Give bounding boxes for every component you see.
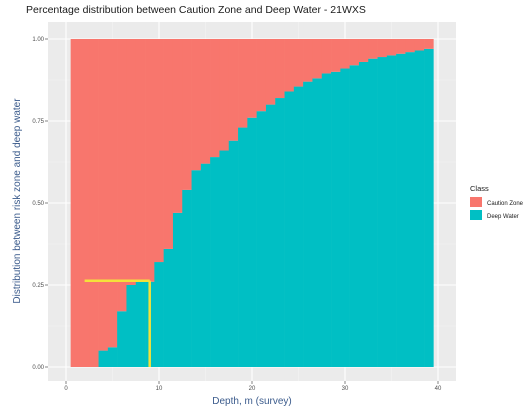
bar-deep-water [126,285,137,367]
bar-caution-zone [210,39,220,158]
bar-deep-water [424,48,434,368]
bar-deep-water [414,50,425,367]
bar-deep-water [405,52,416,368]
bar-caution-zone [265,39,276,105]
bar-deep-water [210,157,220,367]
y-tick-label: 0.25 [32,283,44,289]
bar-deep-water [396,53,406,367]
bar-caution-zone [358,39,369,62]
bar-caution-zone [126,39,137,285]
bar-caution-zone [182,39,192,190]
bar-deep-water [321,73,332,367]
bar-deep-water [312,78,323,368]
bar-deep-water [275,98,285,367]
bar-caution-zone [154,39,164,263]
legend: Class Caution Zone Deep Water [470,184,524,220]
bar-deep-water [265,104,276,367]
legend-title: Class [470,184,489,193]
bar-caution-zone [145,39,155,282]
y-axis-ticks: 0.00 0.25 0.50 0.75 1.00 [32,37,48,371]
bar-caution-zone [386,39,397,56]
bar-caution-zone [107,39,118,348]
x-tick-label: 0 [64,386,68,392]
bar-deep-water [368,58,378,368]
x-tick-label: 20 [249,386,256,392]
bar-deep-water [154,262,164,367]
bar-caution-zone [405,39,416,53]
bar-deep-water [172,212,183,367]
bar-deep-water [349,65,360,368]
bar-deep-water [117,311,127,367]
bar-caution-zone [303,39,313,82]
bar-deep-water [135,281,146,367]
bar-deep-water [228,140,239,367]
bar-caution-zone [238,39,248,128]
bar-caution-zone [135,39,146,282]
bar-caution-zone [284,39,295,92]
bar-deep-water [377,57,388,367]
bar-caution-zone [312,39,323,79]
bar-deep-water [331,71,341,368]
bar-deep-water [358,61,369,368]
bar-caution-zone [70,39,81,367]
bar-deep-water [182,189,192,367]
bar-caution-zone [247,39,257,118]
y-tick-label: 0.00 [32,365,44,371]
bar-deep-water [303,81,313,367]
bar-caution-zone [349,39,360,66]
x-tick-label: 30 [342,386,349,392]
bar-caution-zone [172,39,183,213]
bar-deep-water [256,111,267,367]
x-tick-label: 10 [156,386,163,392]
bar-deep-water [293,86,304,367]
bar-deep-water [284,91,295,367]
bar-caution-zone [228,39,239,141]
bar-caution-zone [200,39,211,164]
bar-caution-zone [275,39,285,99]
bars [70,39,434,368]
y-axis-title: Distribution between risk zone and deep … [12,98,23,304]
bar-caution-zone [396,39,406,54]
bar-caution-zone [377,39,388,58]
bar-deep-water [247,117,257,367]
bar-deep-water [163,248,174,367]
bar-caution-zone [424,39,434,49]
bar-deep-water [98,350,109,367]
threshold-annotation [84,279,151,367]
bar-caution-zone [340,39,350,69]
x-axis-ticks: 0 10 20 30 40 [64,381,442,392]
y-tick-label: 1.00 [32,37,44,43]
bar-caution-zone [321,39,332,74]
chart-title: Percentage distribution between Caution … [26,4,366,16]
bar-deep-water [191,170,202,367]
bar-caution-zone [89,39,99,367]
legend-label-deep-water: Deep Water [487,214,519,220]
bar-caution-zone [331,39,341,72]
x-tick-label: 40 [435,386,442,392]
bar-caution-zone [414,39,425,51]
bar-caution-zone [293,39,304,87]
bar-deep-water [238,127,248,367]
bar-deep-water [386,55,397,368]
bar-caution-zone [368,39,378,59]
x-axis-title: Depth, m (survey) [212,396,291,407]
legend-key-deep-water [470,210,482,220]
bar-caution-zone [219,39,230,151]
bar-caution-zone [191,39,202,171]
bar-deep-water [107,347,118,367]
bar-caution-zone [98,39,109,351]
legend-key-caution-zone [470,197,482,207]
bar-deep-water [200,163,211,367]
bar-deep-water [340,68,350,368]
bar-caution-zone [79,39,90,367]
legend-label-caution-zone: Caution Zone [487,201,524,207]
y-tick-label: 0.75 [32,119,44,125]
bar-caution-zone [163,39,174,249]
y-tick-label: 0.50 [32,201,44,207]
bar-caution-zone [117,39,127,312]
bar-deep-water [219,150,230,367]
bar-caution-zone [256,39,267,112]
